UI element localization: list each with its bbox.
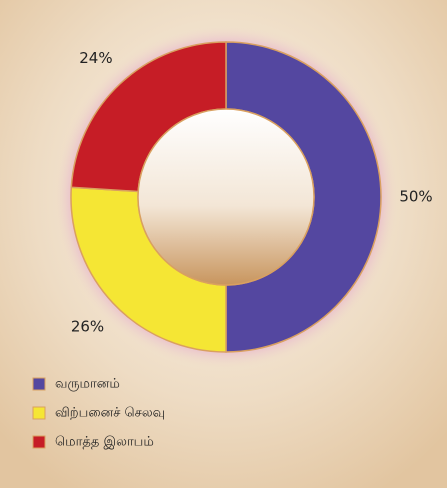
slice-label: 26% [71,318,104,336]
legend-label: விற்பனைச் செலவு [55,406,165,421]
donut-hole [137,108,315,286]
legend-label: மொத்த இலாபம் [55,435,154,450]
legend-label: வருமானம் [55,377,120,392]
slice-label: 50% [399,188,432,206]
legend-swatch [32,435,46,449]
legend-swatch [32,377,46,391]
slice-label: 24% [79,49,112,67]
legend-swatch [32,406,46,420]
